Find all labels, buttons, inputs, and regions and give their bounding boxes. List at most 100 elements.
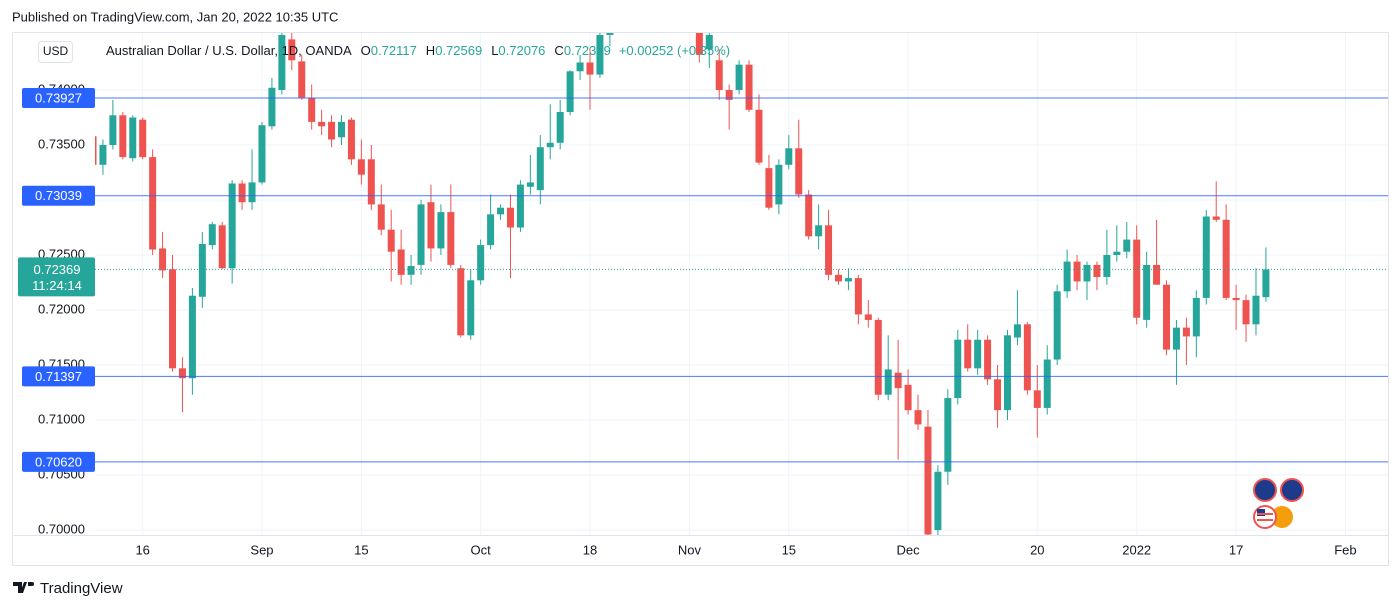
- candle-body: [228, 183, 236, 269]
- horizontal-line-label-box: [22, 366, 95, 387]
- candle-body: [1143, 264, 1151, 320]
- candle-body: [864, 314, 872, 320]
- candle-body: [467, 280, 475, 336]
- ohlc-value: 0.72076: [498, 43, 545, 58]
- candle-body: [338, 121, 345, 138]
- chart-frame: [12, 32, 1389, 566]
- plot-area: [95, 33, 1270, 535]
- candle-body: [1252, 295, 1260, 325]
- candle-body: [765, 168, 773, 208]
- ohlc-value: 0.72369: [564, 43, 611, 58]
- y-tick-label: 0.71000: [38, 411, 85, 426]
- candle-body: [288, 39, 296, 61]
- horizontal-line-label-box: [22, 451, 95, 472]
- x-tick-label: 17: [1229, 542, 1243, 557]
- candle-body: [487, 214, 495, 246]
- candle-body: [477, 245, 485, 281]
- candle-body: [1172, 327, 1180, 350]
- candle-body: [1182, 327, 1190, 337]
- candle-body: [457, 268, 465, 336]
- candle-body: [874, 319, 882, 395]
- candle-body: [825, 225, 833, 275]
- ohlc-label: L: [491, 43, 498, 58]
- x-tick-label: 20: [1030, 542, 1044, 557]
- candle-body: [546, 142, 554, 148]
- candle-body: [954, 339, 962, 399]
- candle-body: [705, 34, 713, 50]
- ohlc-value: 0.72569: [435, 43, 482, 58]
- candle-body: [566, 71, 574, 112]
- candle-body: [1232, 297, 1240, 301]
- candle-body: [268, 87, 276, 127]
- candle-body: [139, 119, 147, 158]
- candle-body: [785, 148, 793, 165]
- candle-body: [1212, 216, 1220, 220]
- candle-body: [159, 248, 167, 271]
- symbol-legend: Australian Dollar / U.S. Dollar, 1D, OAN…: [106, 43, 730, 58]
- currency-button[interactable]: [38, 41, 73, 63]
- candle-body: [596, 34, 604, 75]
- candle-body: [914, 410, 922, 425]
- candle-body: [407, 266, 415, 275]
- candle-body: [1262, 269, 1270, 298]
- candle-body: [815, 225, 823, 237]
- ohlc-label: H: [426, 43, 435, 58]
- candle-body: [109, 115, 117, 145]
- horizontal-line-label: 0.71397: [35, 369, 82, 384]
- candle-body: [1153, 264, 1161, 285]
- candle-body: [1113, 251, 1121, 256]
- candle-body: [1123, 239, 1131, 252]
- candle-body: [745, 64, 753, 110]
- candle-body: [735, 64, 743, 90]
- candle-body: [198, 244, 206, 297]
- candle-body: [1103, 255, 1111, 278]
- candle-body: [208, 224, 216, 246]
- horizontal-line-label-box: [22, 185, 95, 206]
- candle-body: [974, 339, 982, 369]
- candle-body: [1013, 324, 1021, 338]
- candle-body: [188, 295, 196, 379]
- tradingview-logo: [13, 582, 34, 593]
- x-tick-label: Dec: [897, 542, 921, 557]
- y-tick-label: 0.70000: [38, 521, 85, 536]
- candle-body: [1033, 390, 1041, 408]
- candle-body: [278, 34, 286, 90]
- candle-body: [1202, 216, 1210, 298]
- candle-body: [1053, 291, 1061, 360]
- brand-name: TradingView: [40, 580, 123, 597]
- candle-body: [725, 89, 733, 100]
- candle-body: [516, 184, 524, 228]
- candle-body: [775, 164, 783, 205]
- y-tick-label: 0.72000: [38, 301, 85, 316]
- candle-body: [397, 249, 405, 275]
- last-price-label: 0.72369: [34, 262, 81, 277]
- candle-body: [1242, 300, 1250, 325]
- horizontal-line-label: 0.70620: [35, 454, 82, 469]
- candle-body: [536, 147, 544, 191]
- candle-body: [1003, 335, 1011, 411]
- candle-body: [298, 61, 306, 98]
- x-tick-label: Oct: [471, 542, 492, 557]
- x-tick-label: Nov: [678, 542, 702, 557]
- candle-body: [129, 117, 137, 159]
- candle-body: [984, 339, 992, 380]
- candle-body: [447, 212, 455, 265]
- candle-body: [576, 62, 584, 72]
- candle-body: [1023, 324, 1031, 391]
- currency-label[interactable]: USD: [43, 44, 69, 58]
- candle-body: [795, 148, 803, 195]
- candle-body: [387, 229, 395, 252]
- horizontal-line-label-box: [22, 88, 95, 109]
- candle-body: [427, 202, 435, 249]
- candle-body: [854, 278, 862, 315]
- candle-body: [506, 207, 514, 228]
- candle-body: [178, 368, 186, 379]
- bar-countdown: 11:24:14: [32, 278, 82, 293]
- x-tick-label: Feb: [1334, 542, 1356, 557]
- horizontal-line-label: 0.73039: [35, 188, 82, 203]
- candle-body: [1063, 261, 1071, 292]
- candle-body: [149, 157, 157, 250]
- candle-body: [258, 125, 266, 183]
- candle-body: [417, 204, 425, 265]
